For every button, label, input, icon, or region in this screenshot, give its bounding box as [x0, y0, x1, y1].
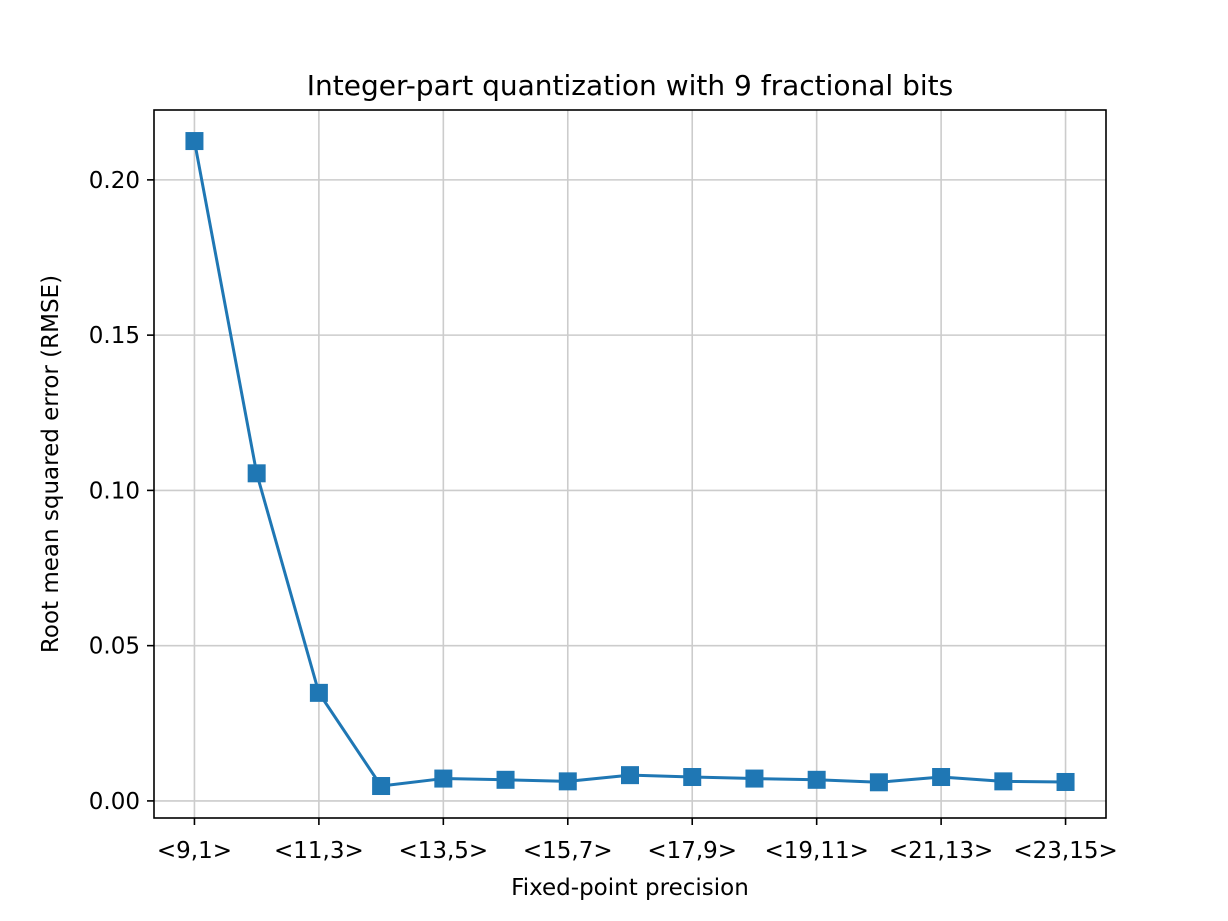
series [185, 132, 1075, 796]
x-tick-label: <13,5> [398, 838, 488, 864]
y-tick-label: 0.00 [89, 789, 140, 815]
x-tick-label: <15,7> [523, 838, 613, 864]
data-point-marker [372, 777, 391, 796]
y-axis-label: Root mean squared error (RMSE) [38, 275, 64, 653]
y-tick-label: 0.10 [89, 478, 140, 504]
y-tick-label: 0.20 [89, 168, 140, 194]
data-point-marker [496, 770, 515, 789]
data-point-marker [1056, 772, 1075, 791]
data-point-marker [745, 769, 764, 788]
data-point-marker [869, 773, 888, 792]
x-tick-label: <21,13> [889, 838, 993, 864]
x-tick-label: <17,9> [647, 838, 737, 864]
data-point-marker [683, 768, 702, 787]
y-tick-label: 0.05 [89, 634, 140, 660]
data-point-marker [185, 132, 204, 151]
x-axis-label: Fixed-point precision [511, 875, 749, 901]
x-tick-label: <11,3> [274, 838, 364, 864]
data-point-marker [434, 769, 453, 788]
data-point-marker [621, 766, 639, 785]
plot-frame [153, 109, 1107, 819]
grid [154, 110, 1106, 818]
y-tick-label: 0.15 [89, 323, 140, 349]
x-tick-label: <23,15> [1013, 838, 1117, 864]
x-tick-label: <9,1> [157, 838, 232, 864]
data-point-marker [309, 683, 328, 702]
data-point-marker [807, 770, 826, 789]
chart-title: Integer-part quantization with 9 fractio… [307, 69, 953, 102]
data-point-marker [247, 464, 266, 483]
x-tick-label: <19,11> [764, 838, 868, 864]
data-point-marker [558, 772, 577, 791]
data-point-marker [932, 768, 951, 787]
data-point-marker [994, 772, 1013, 791]
ticks: <9,1> <11,3> <13,5> <15,7> <17,9> <19,11> <21,… [89, 168, 1118, 864]
